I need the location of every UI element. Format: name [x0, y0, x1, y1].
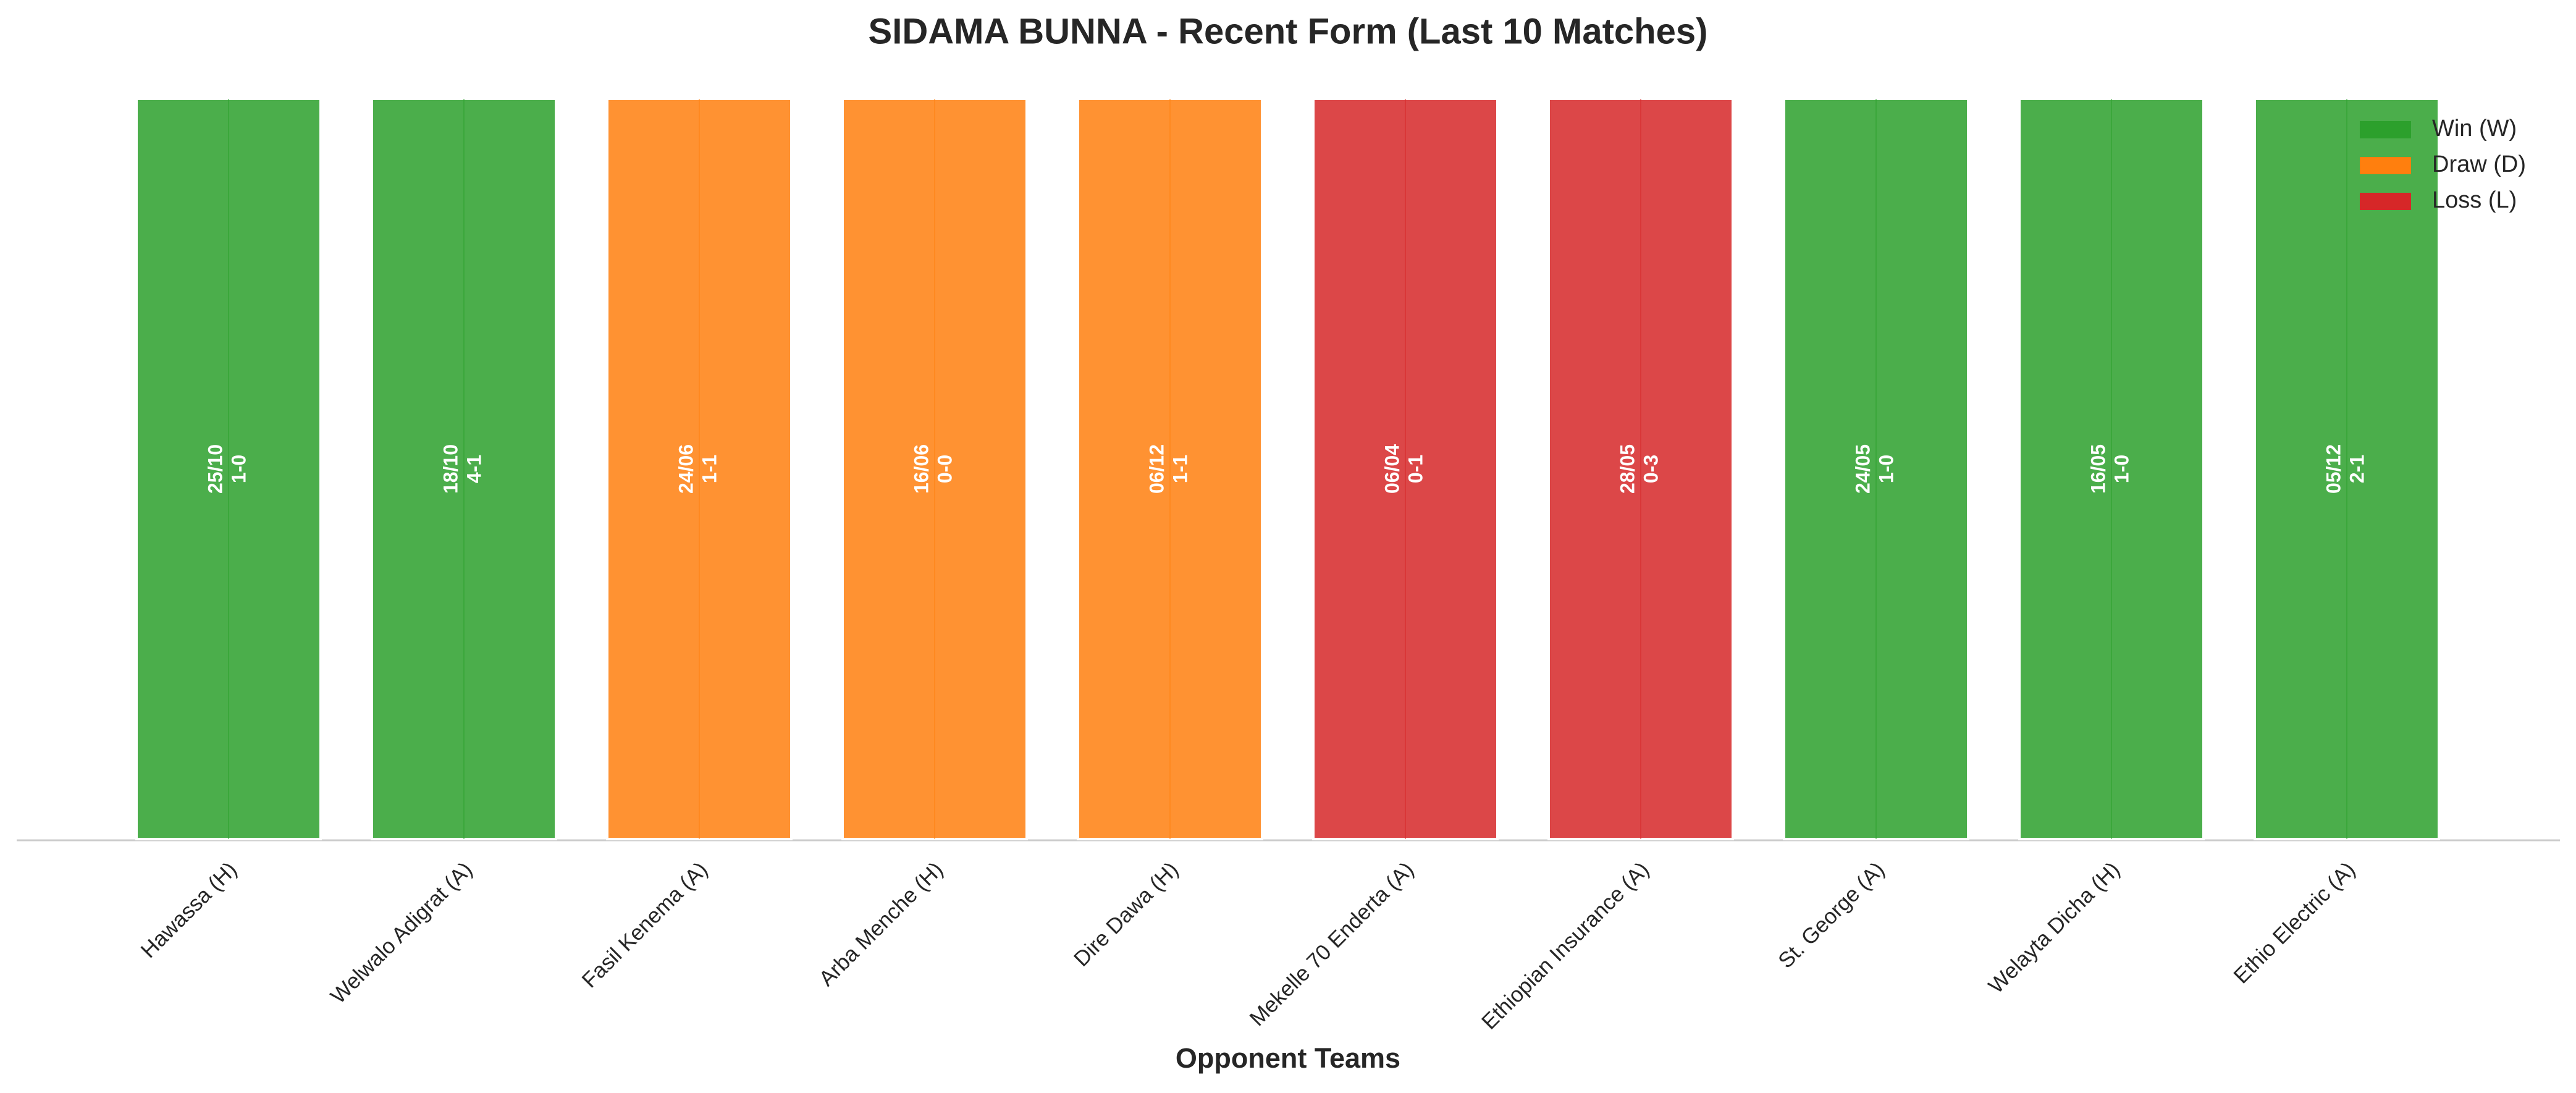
bar-score-label: 0-3	[1639, 455, 1662, 483]
legend-swatch	[2360, 193, 2411, 210]
bar-date-label: 18/10	[439, 444, 461, 494]
legend-swatch	[2360, 157, 2411, 174]
legend-label: Win (W)	[2432, 116, 2517, 141]
bar-score-label: 4-1	[463, 455, 485, 483]
x-axis-label: Opponent Teams	[1176, 1042, 1400, 1074]
bar-date-label: 05/12	[2322, 444, 2344, 494]
bar-score-label: 1-0	[227, 455, 250, 483]
legend-label: Draw (D)	[2432, 151, 2526, 177]
chart-title: SIDAMA BUNNA - Recent Form (Last 10 Matc…	[869, 11, 1708, 51]
bar-score-label: 0-1	[1404, 455, 1426, 483]
legend-swatch	[2360, 121, 2411, 138]
bar-date-label: 25/10	[204, 444, 226, 494]
bar-score-label: 1-0	[2110, 455, 2132, 483]
bar-date-label: 24/05	[1851, 444, 1874, 494]
bar-score-label: 1-0	[1875, 455, 1897, 483]
bar-date-label: 06/04	[1381, 444, 1403, 494]
bar-date-label: 06/12	[1145, 444, 1168, 494]
bar-score-label: 1-1	[1169, 455, 1191, 483]
bar-score-label: 2-1	[2346, 455, 2368, 483]
legend-label: Loss (L)	[2432, 187, 2517, 213]
bar-score-label: 1-1	[698, 455, 720, 483]
bar-date-label: 16/05	[2087, 444, 2109, 494]
bar-score-label: 0-0	[933, 455, 956, 483]
bar-date-label: 28/05	[1616, 444, 1638, 494]
bar-date-label: 24/06	[675, 444, 697, 494]
bar-date-label: 16/06	[910, 444, 932, 494]
